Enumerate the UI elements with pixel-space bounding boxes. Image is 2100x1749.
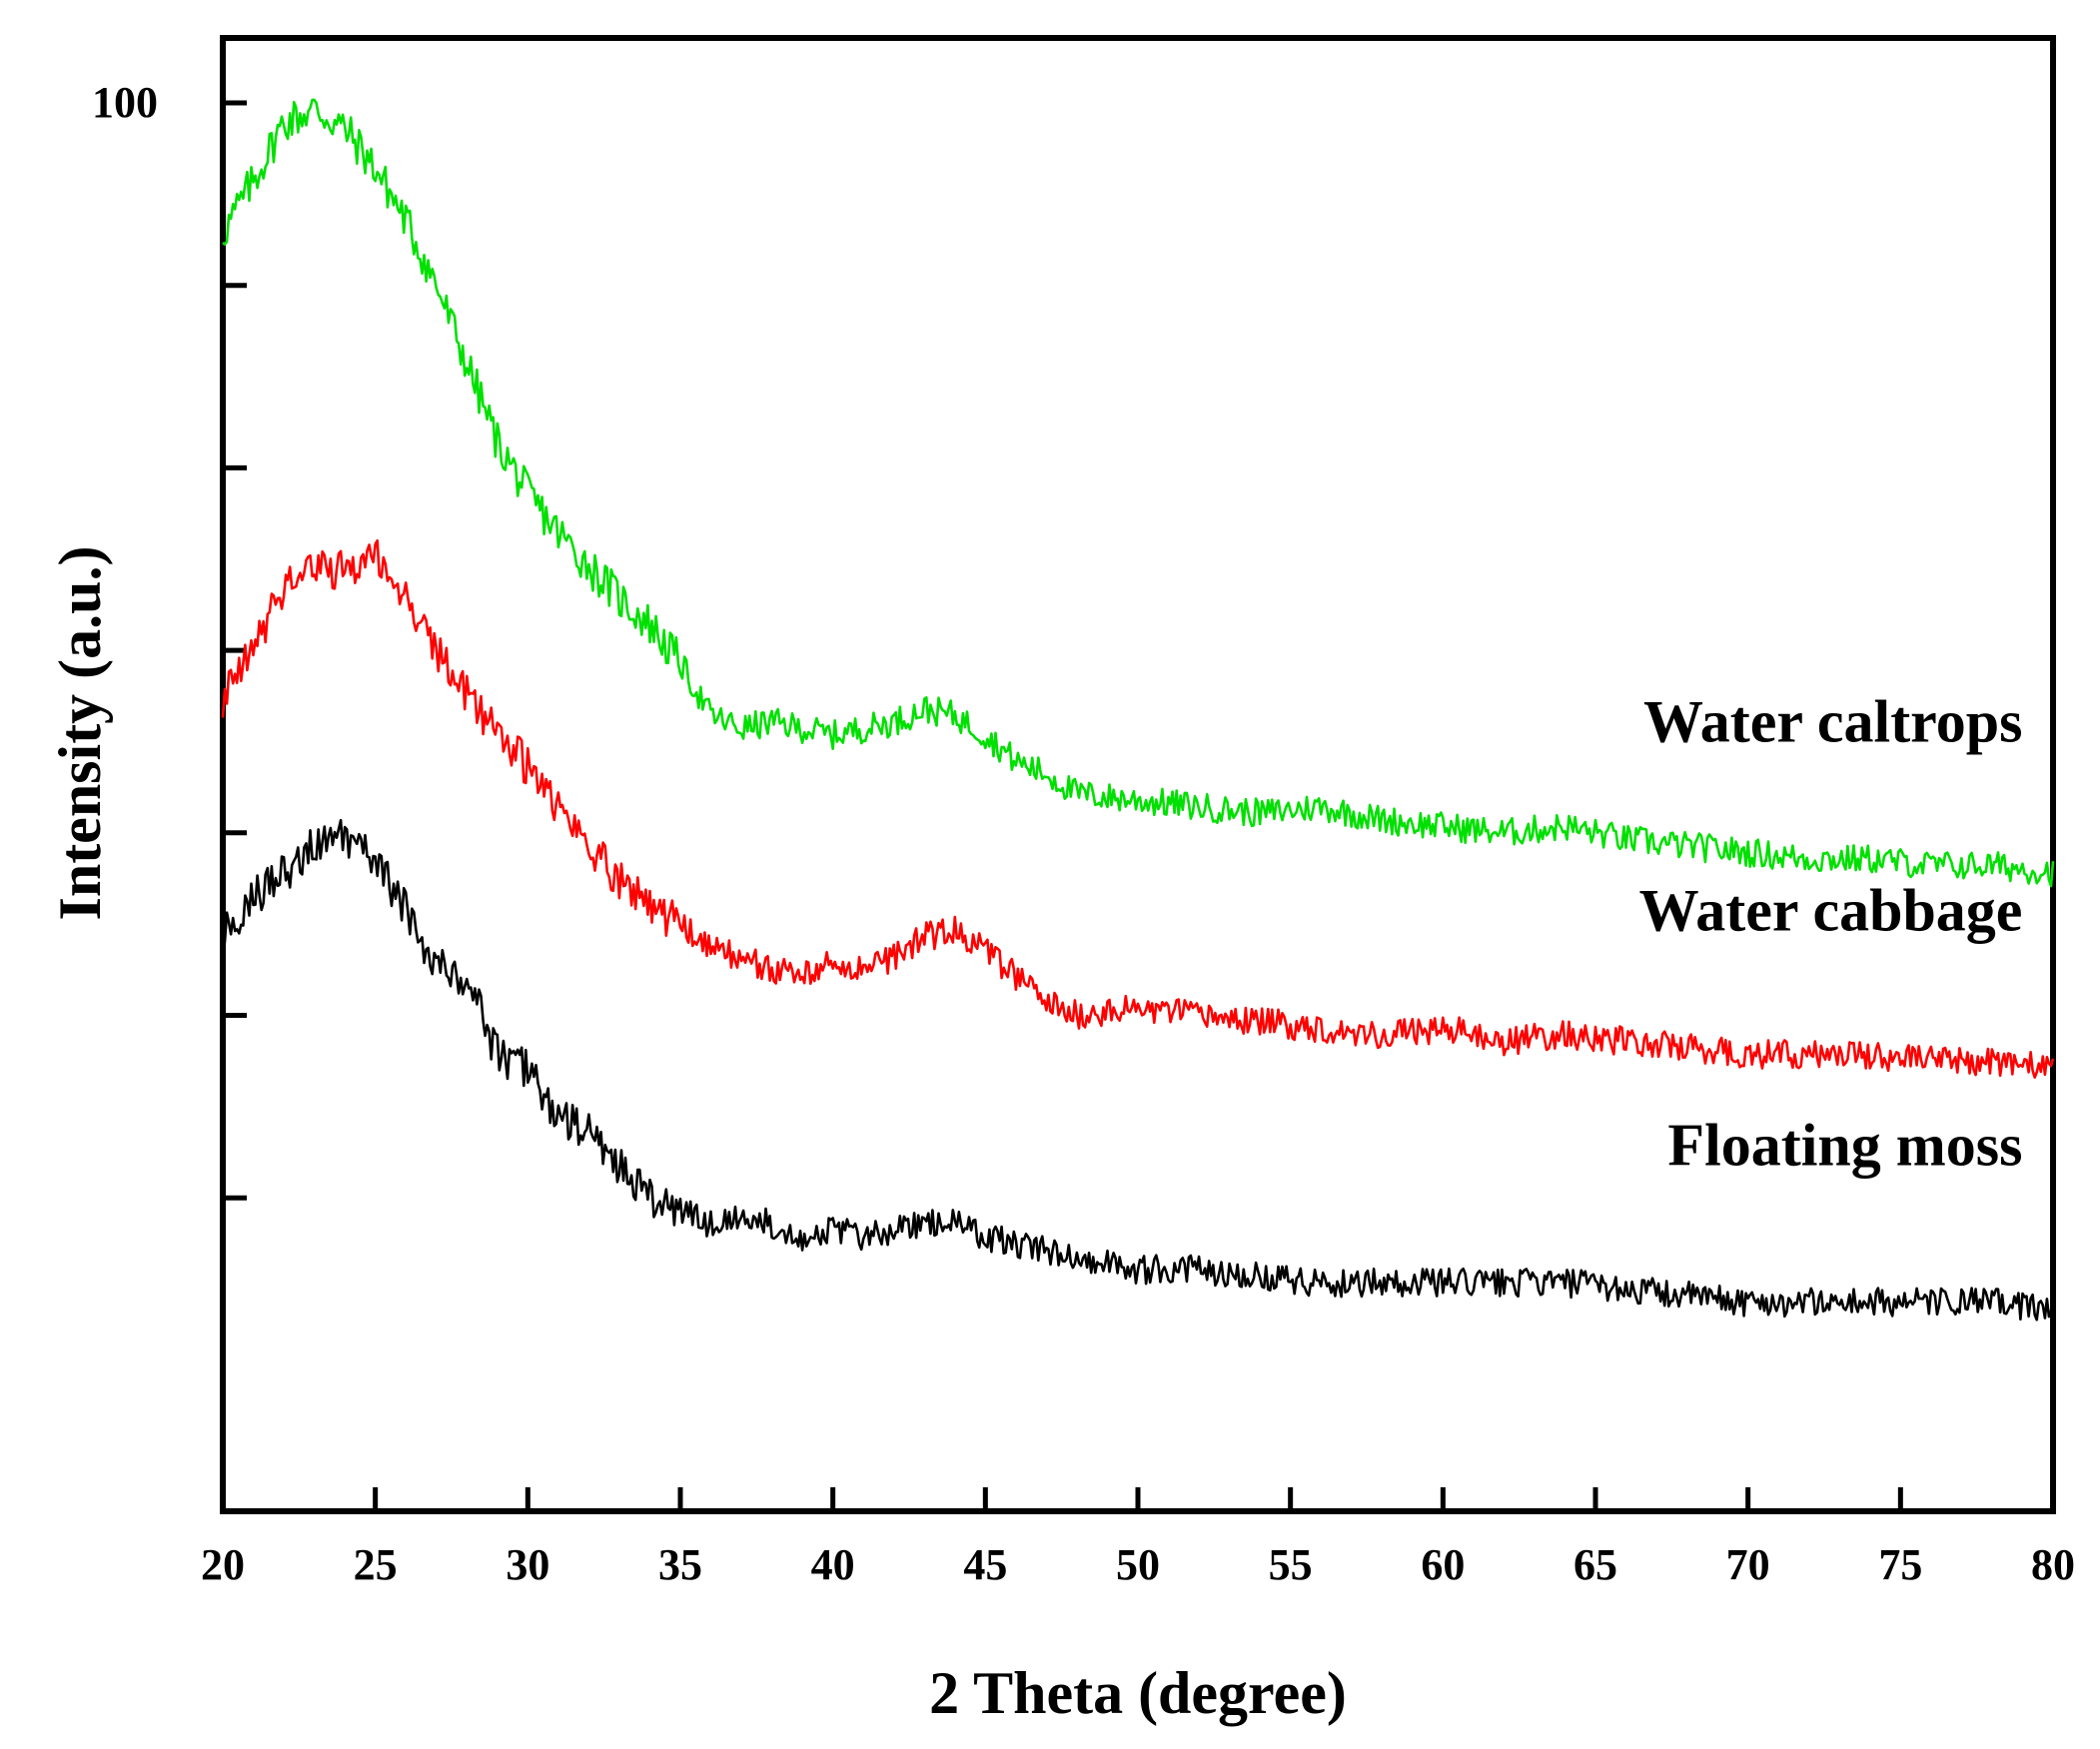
x-tick-label-50: 50	[1116, 1540, 1160, 1589]
x-tick-label-60: 60	[1421, 1540, 1465, 1589]
x-tick-label-25: 25	[354, 1540, 398, 1589]
x-tick-label-35: 35	[658, 1540, 702, 1589]
series-water-caltrops-line	[222, 98, 2055, 888]
series-label-floating-moss: Floating moss	[1667, 1113, 2022, 1179]
y-axis-ticks: 100	[92, 78, 247, 1201]
series-label-water-cabbage: Water cabbage	[1639, 878, 2023, 944]
series-floating-moss-line	[221, 818, 2055, 1321]
y-tick-label-100: 100	[92, 78, 158, 127]
x-tick-label-30: 30	[506, 1540, 549, 1589]
x-tick-label-40: 40	[811, 1540, 855, 1589]
x-tick-label-45: 45	[963, 1540, 1007, 1589]
x-axis-title: 2 Theta (degree)	[929, 1660, 1347, 1726]
x-tick-label-75: 75	[1878, 1540, 1922, 1589]
x-tick-label-80: 80	[2031, 1540, 2075, 1589]
x-tick-label-55: 55	[1269, 1540, 1313, 1589]
plot-frame	[220, 35, 2056, 1514]
x-axis-ticks: 20 25 30 35 40 45 50 55 60 65 70 75 80	[201, 1487, 2075, 1589]
x-tick-label-70: 70	[1726, 1540, 1770, 1589]
series-labels: Water caltrops Water cabbage Floating moss	[1639, 688, 2023, 1178]
x-tick-label-65: 65	[1574, 1540, 1617, 1589]
series-water-cabbage-line	[221, 539, 2055, 1079]
series-layer	[221, 98, 2055, 1321]
x-tick-label-20: 20	[201, 1540, 245, 1589]
y-axis-title: Intensity (a.u.)	[47, 545, 113, 920]
series-label-water-caltrops: Water caltrops	[1643, 688, 2022, 754]
